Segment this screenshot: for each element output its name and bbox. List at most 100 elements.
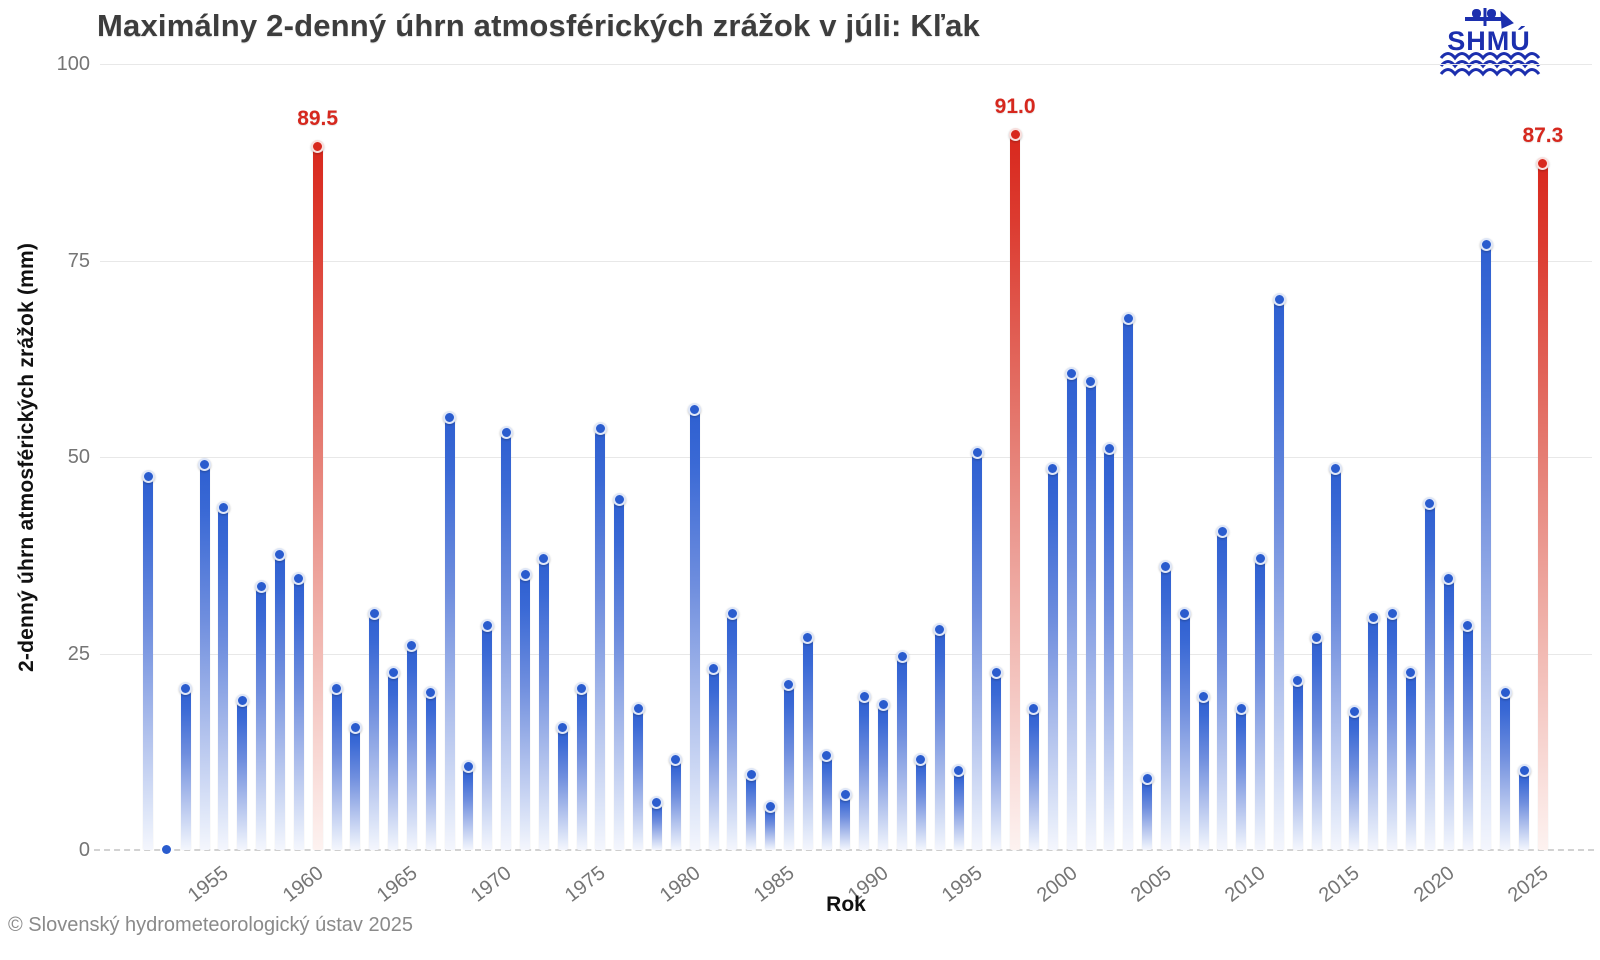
bar-marker-1997 <box>1008 127 1022 141</box>
bar-2016 <box>1368 618 1379 850</box>
bar-1998 <box>1028 708 1039 850</box>
bar-1959 <box>293 578 304 850</box>
bar-1953 <box>180 688 191 850</box>
zero-gridline <box>94 849 1594 851</box>
bar-1995 <box>972 453 983 850</box>
bar-2013 <box>1311 637 1322 850</box>
bar-2000 <box>1066 374 1077 850</box>
bar-marker-1955 <box>216 501 230 515</box>
bar-2006 <box>1179 614 1190 850</box>
bar-1963 <box>369 614 380 850</box>
bar-marker-2009 <box>1234 701 1248 715</box>
bar-1982 <box>727 614 738 850</box>
bar-marker-1975 <box>593 422 607 436</box>
bar-1988 <box>840 794 851 850</box>
bar-marker-1977 <box>631 701 645 715</box>
bar-marker-2012 <box>1291 674 1305 687</box>
bar-marker-2000 <box>1065 367 1079 381</box>
bar-marker-1957 <box>254 579 268 593</box>
bar-1978 <box>651 802 662 850</box>
bar-2001 <box>1085 382 1096 850</box>
bar-marker-1962 <box>348 721 362 735</box>
bar-1974 <box>576 688 587 850</box>
bar-marker-2017 <box>1385 607 1399 621</box>
bar-1992 <box>915 759 926 850</box>
bar-2017 <box>1387 614 1398 850</box>
bar-marker-1953 <box>179 681 193 695</box>
bar-1970 <box>501 433 512 850</box>
bar-2010 <box>1255 559 1266 850</box>
bar-1958 <box>274 555 285 850</box>
bar-1962 <box>350 728 361 850</box>
peak-label-1997: 91.0 <box>994 94 1036 118</box>
bar-marker-1982 <box>725 607 739 621</box>
bar-marker-2014 <box>1329 461 1343 475</box>
gridline-50 <box>100 457 1592 458</box>
bar-marker-1978 <box>650 795 664 809</box>
bar-2022 <box>1481 244 1492 850</box>
bar-marker-2019 <box>1423 497 1437 511</box>
bar-marker-1993 <box>933 622 947 636</box>
bar-1980 <box>689 409 700 850</box>
bar-1960 <box>312 146 323 850</box>
bar-marker-2004 <box>1140 772 1154 786</box>
bar-1964 <box>388 673 399 850</box>
bar-1979 <box>670 759 681 850</box>
bar-1994 <box>953 771 964 850</box>
logo-weather-vane-icon <box>1465 8 1514 29</box>
bar-2014 <box>1330 468 1341 850</box>
bar-marker-1968 <box>461 760 475 774</box>
bar-marker-1960 <box>311 139 325 153</box>
bar-1981 <box>708 669 719 850</box>
bar-marker-1992 <box>914 752 928 766</box>
bar-1999 <box>1047 468 1058 850</box>
bar-2023 <box>1500 692 1511 850</box>
bar-marker-2025 <box>1536 156 1550 170</box>
bar-2024 <box>1519 771 1530 850</box>
bar-marker-1971 <box>518 567 532 581</box>
bar-marker-1963 <box>367 607 381 621</box>
gridline-25 <box>100 653 1592 655</box>
bar-marker-1954 <box>198 457 212 471</box>
bar-2015 <box>1349 712 1360 850</box>
bar-marker-2023 <box>1498 685 1512 699</box>
y-tick-label-75: 75 <box>67 249 90 272</box>
bar-1971 <box>520 574 530 850</box>
bar-marker-2008 <box>1215 524 1229 538</box>
bar-1986 <box>802 637 813 850</box>
bar-2021 <box>1462 626 1473 850</box>
bar-1977 <box>633 708 644 850</box>
bar-marker-2003 <box>1121 312 1135 326</box>
bar-1957 <box>256 586 267 850</box>
gridline-100 <box>100 64 1592 65</box>
bar-2011 <box>1274 299 1284 850</box>
bar-2007 <box>1198 696 1209 850</box>
bar-marker-1961 <box>330 681 343 695</box>
bar-1954 <box>199 464 210 850</box>
bar-marker-1976 <box>612 493 626 507</box>
x-axis-title: Rok <box>826 893 866 916</box>
bar-1956 <box>237 700 248 850</box>
bar-marker-1998 <box>1027 701 1041 715</box>
bar-1990 <box>878 704 889 850</box>
bar-marker-1972 <box>537 552 551 566</box>
bar-1991 <box>897 657 907 850</box>
bar-marker-2020 <box>1442 571 1456 585</box>
bar-marker-1983 <box>744 768 758 782</box>
bar-1967 <box>444 417 455 850</box>
plot-area: 0 25 50 75 100 89.5 91.0 87.3 1955 1960 1965 1970 19… <box>57 53 1594 907</box>
bar-marker-1995 <box>970 446 984 460</box>
bar-1969 <box>482 626 493 850</box>
bar-1955 <box>218 508 229 850</box>
bar-2003 <box>1123 319 1134 850</box>
bar-marker-2005 <box>1159 560 1173 574</box>
bar-1976 <box>614 500 625 850</box>
bar-marker-2021 <box>1461 618 1474 632</box>
bar-2009 <box>1236 708 1247 850</box>
bar-marker-1958 <box>273 548 287 562</box>
bar-marker-1967 <box>443 410 457 424</box>
bar-marker-2007 <box>1197 689 1211 703</box>
bar-1983 <box>746 775 757 850</box>
y-tick-label-0: 0 <box>78 839 90 861</box>
bar-marker-1991 <box>895 650 909 664</box>
